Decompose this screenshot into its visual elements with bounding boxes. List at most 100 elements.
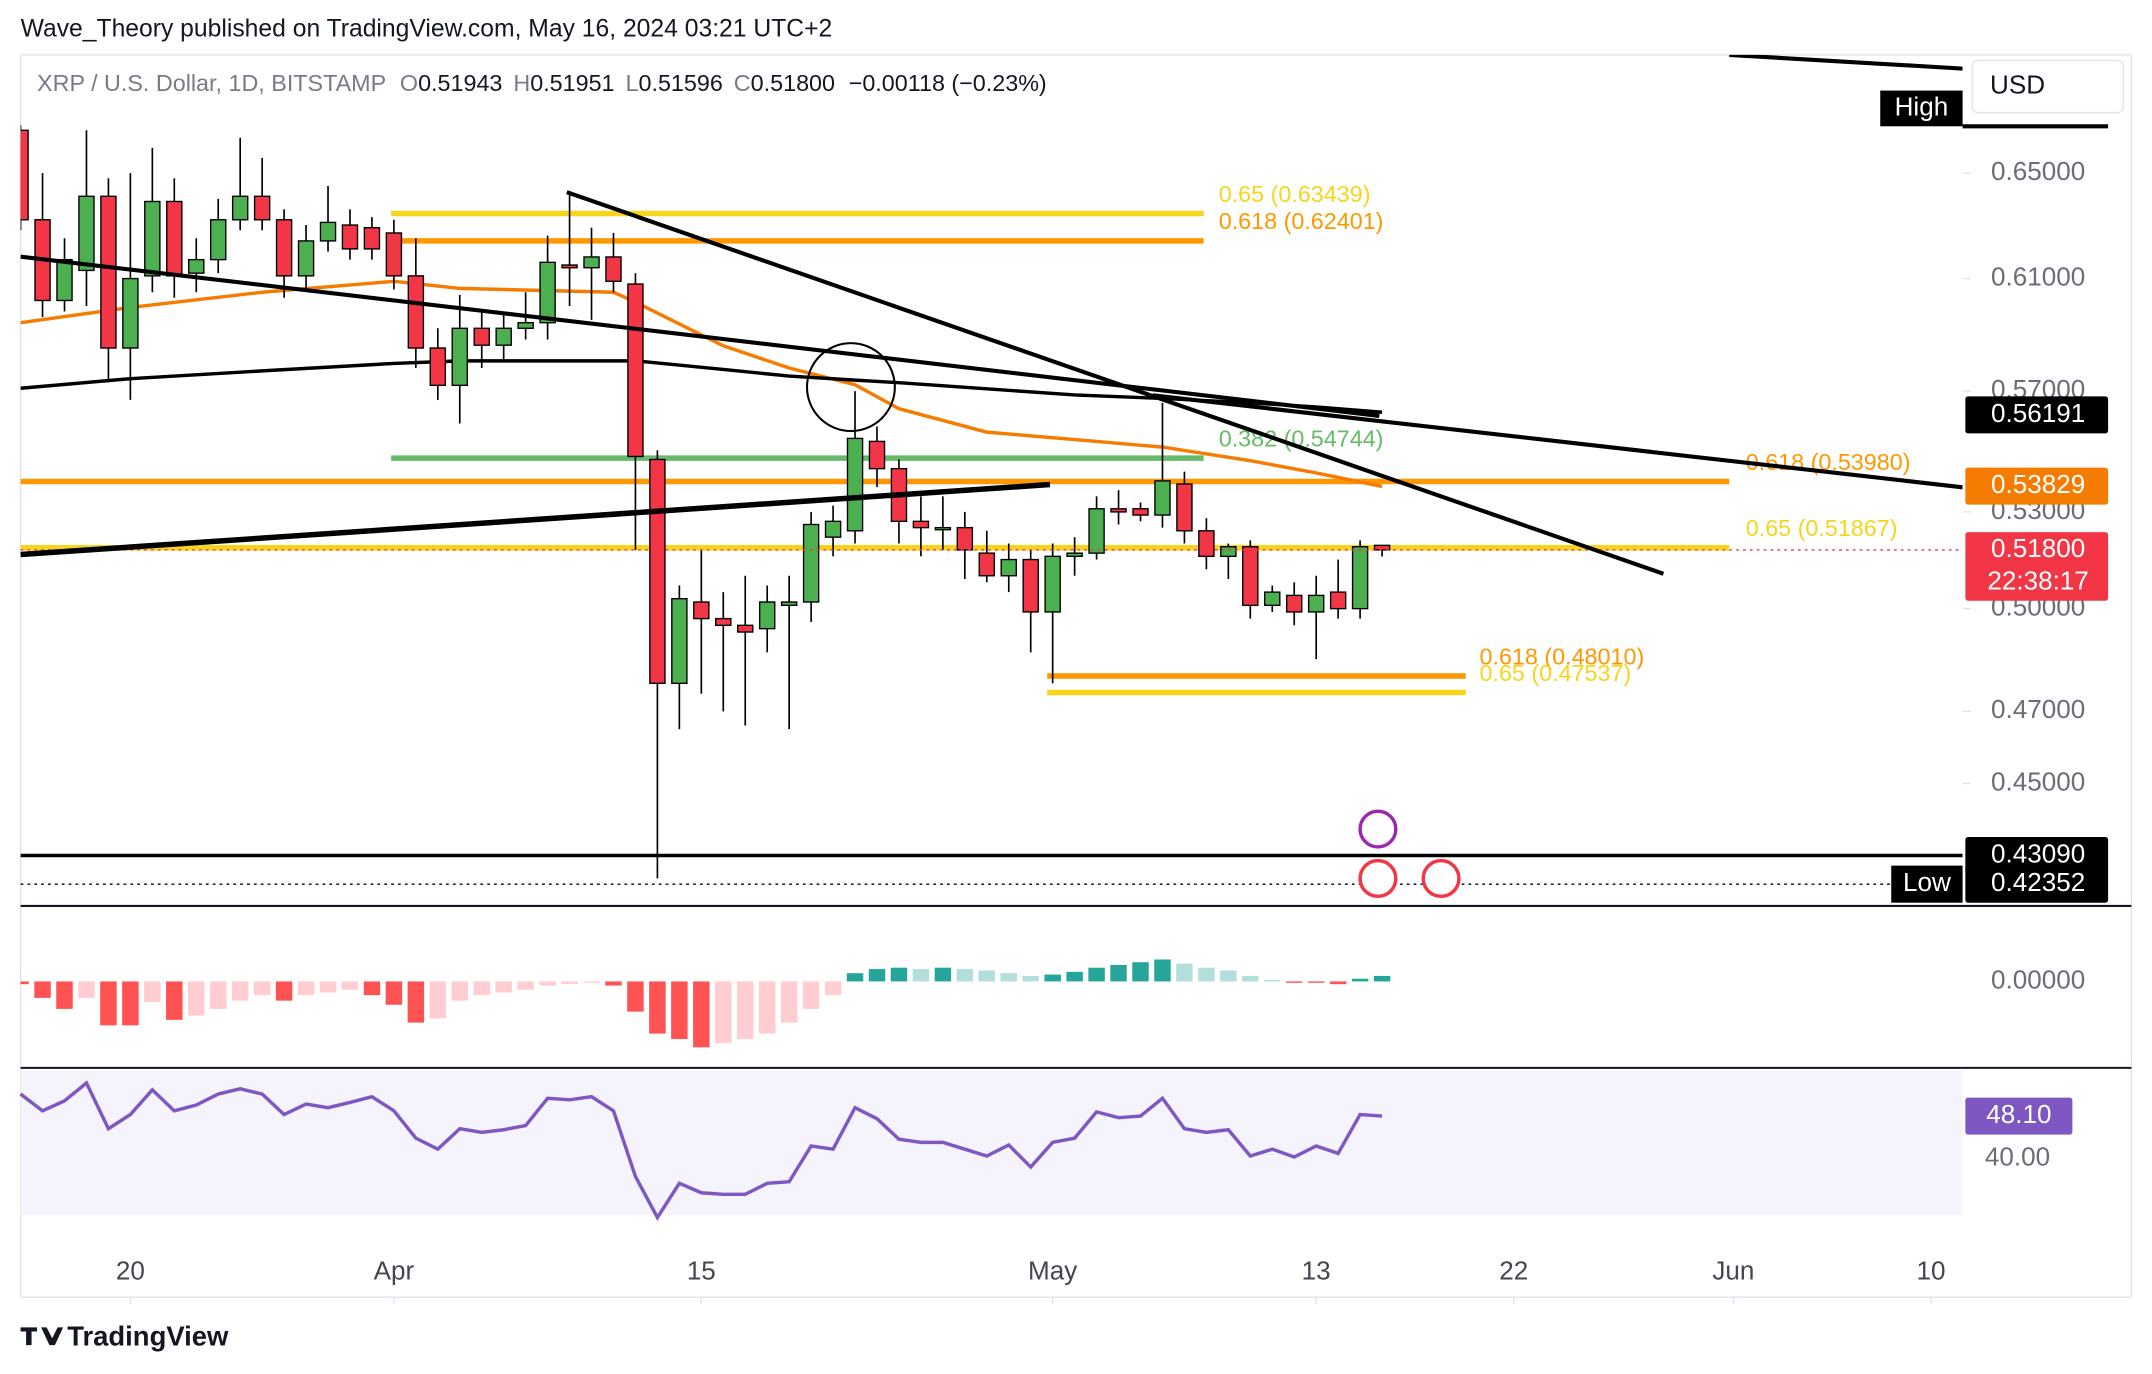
- macd-tick-label: 0.00000: [1991, 964, 2085, 994]
- candle-body: [1132, 508, 1149, 516]
- macd-bar: [231, 981, 249, 1001]
- trend-line: [20, 254, 1380, 418]
- price-label: 0.56191: [1991, 398, 2085, 428]
- macd-bar: [1044, 974, 1061, 982]
- macd-bar: [297, 981, 315, 996]
- macd-bar: [1000, 973, 1017, 982]
- macd-bar: [363, 981, 381, 996]
- high-tag: High: [1895, 91, 1949, 121]
- fib-label: 0.65 (0.63439): [1219, 181, 1371, 207]
- candle-body: [275, 219, 293, 277]
- candle-body: [122, 277, 139, 349]
- candle-body: [715, 617, 732, 626]
- candle-body: [495, 327, 512, 346]
- macd-bar: [561, 981, 578, 985]
- y-tick-label: 0.65000: [1991, 156, 2085, 186]
- candle-body: [1373, 544, 1391, 551]
- macd-bar: [912, 969, 930, 982]
- candle-body: [363, 226, 381, 250]
- ohlc-value: 0.51951: [530, 70, 614, 96]
- symbol-title: XRP / U.S. Dollar, 1D, BITSTAMP: [37, 70, 386, 96]
- candle-body: [253, 195, 271, 221]
- candle-body: [802, 523, 820, 603]
- macd-bar: [627, 981, 644, 1012]
- candle-body: [100, 195, 117, 349]
- macd-bar: [846, 973, 864, 982]
- macd-bar: [275, 981, 293, 1001]
- candle-body: [561, 264, 578, 269]
- macd-bar: [253, 981, 271, 996]
- macd-bar: [495, 981, 512, 993]
- candle-body: [319, 221, 337, 242]
- macd-bar: [20, 981, 29, 985]
- macd-bar: [56, 981, 73, 1009]
- trend-line: [1152, 393, 1963, 490]
- candle-body: [1154, 480, 1171, 516]
- candle-body: [56, 258, 73, 302]
- macd-bar: [671, 981, 688, 1040]
- candle-body: [671, 598, 688, 684]
- candle-body: [1285, 594, 1303, 613]
- currency-box[interactable]: [1971, 59, 2124, 114]
- macd-bar: [780, 981, 798, 1023]
- x-tick-label: 22: [1499, 1255, 1528, 1285]
- candle-body: [978, 552, 996, 577]
- candle-body: [341, 224, 359, 250]
- macd-bar: [1351, 978, 1369, 982]
- footer-brand: TradingView: [67, 1321, 229, 1352]
- macd-bar: [319, 981, 337, 993]
- macd-bar: [1373, 975, 1391, 982]
- macd-bar: [824, 981, 842, 996]
- macd-bar: [956, 969, 974, 982]
- logo-icon: [20, 1327, 64, 1346]
- footer-logo: TradingView: [20, 1321, 229, 1352]
- candle-body: [693, 601, 710, 620]
- candle-body: [1088, 508, 1105, 554]
- candle-body: [1044, 555, 1061, 613]
- candle-body: [473, 327, 490, 346]
- macd-bar: [166, 981, 183, 1020]
- price-label: 0.51800: [1991, 533, 2085, 563]
- candle-body: [627, 283, 644, 458]
- macd-bar: [890, 967, 908, 982]
- fib-label: 0.618 (0.48010): [1480, 643, 1645, 669]
- price-label-box: [1965, 467, 2109, 505]
- candle-body: [868, 440, 886, 470]
- macd-bar: [802, 981, 820, 1009]
- macd-bar: [1198, 967, 1215, 982]
- ohlc-key: H: [513, 70, 530, 96]
- x-tick-label: Apr: [374, 1255, 415, 1285]
- candle-body: [1176, 483, 1193, 532]
- moving-average: [20, 279, 1383, 489]
- candle-body: [78, 195, 95, 272]
- ohlc-key: C: [734, 70, 751, 96]
- candle-body: [737, 624, 754, 633]
- ohlc-value: 0.51943: [418, 70, 502, 96]
- macd-bar: [188, 981, 205, 1016]
- candle-body: [605, 256, 622, 282]
- rsi-pane: [19, 1080, 1383, 1221]
- candle-body: [1066, 552, 1083, 558]
- macd-bar: [451, 981, 469, 1001]
- drawings: [20, 54, 1963, 899]
- ohlc-key: L: [626, 70, 639, 96]
- macd-bar: [407, 981, 425, 1023]
- macd-bar: [649, 981, 666, 1034]
- candle-body: [429, 347, 447, 387]
- trend-line: [566, 190, 1665, 576]
- candle-body: [1220, 546, 1237, 558]
- candle-body: [1329, 591, 1347, 610]
- candle-body: [1351, 546, 1369, 610]
- currency[interactable]: USD: [1990, 69, 2045, 99]
- candle-body: [209, 219, 227, 261]
- candle-body: [451, 327, 469, 387]
- published-line: Wave_Theory published on TradingView.com…: [21, 16, 833, 43]
- candle-body: [231, 195, 249, 221]
- high-tag-box: [1880, 90, 1963, 127]
- price-label-box: [1965, 532, 2109, 601]
- fib-label: 0.65 (0.51867): [1746, 515, 1898, 541]
- candle-body: [1000, 558, 1017, 577]
- macd-bar: [1264, 980, 1281, 982]
